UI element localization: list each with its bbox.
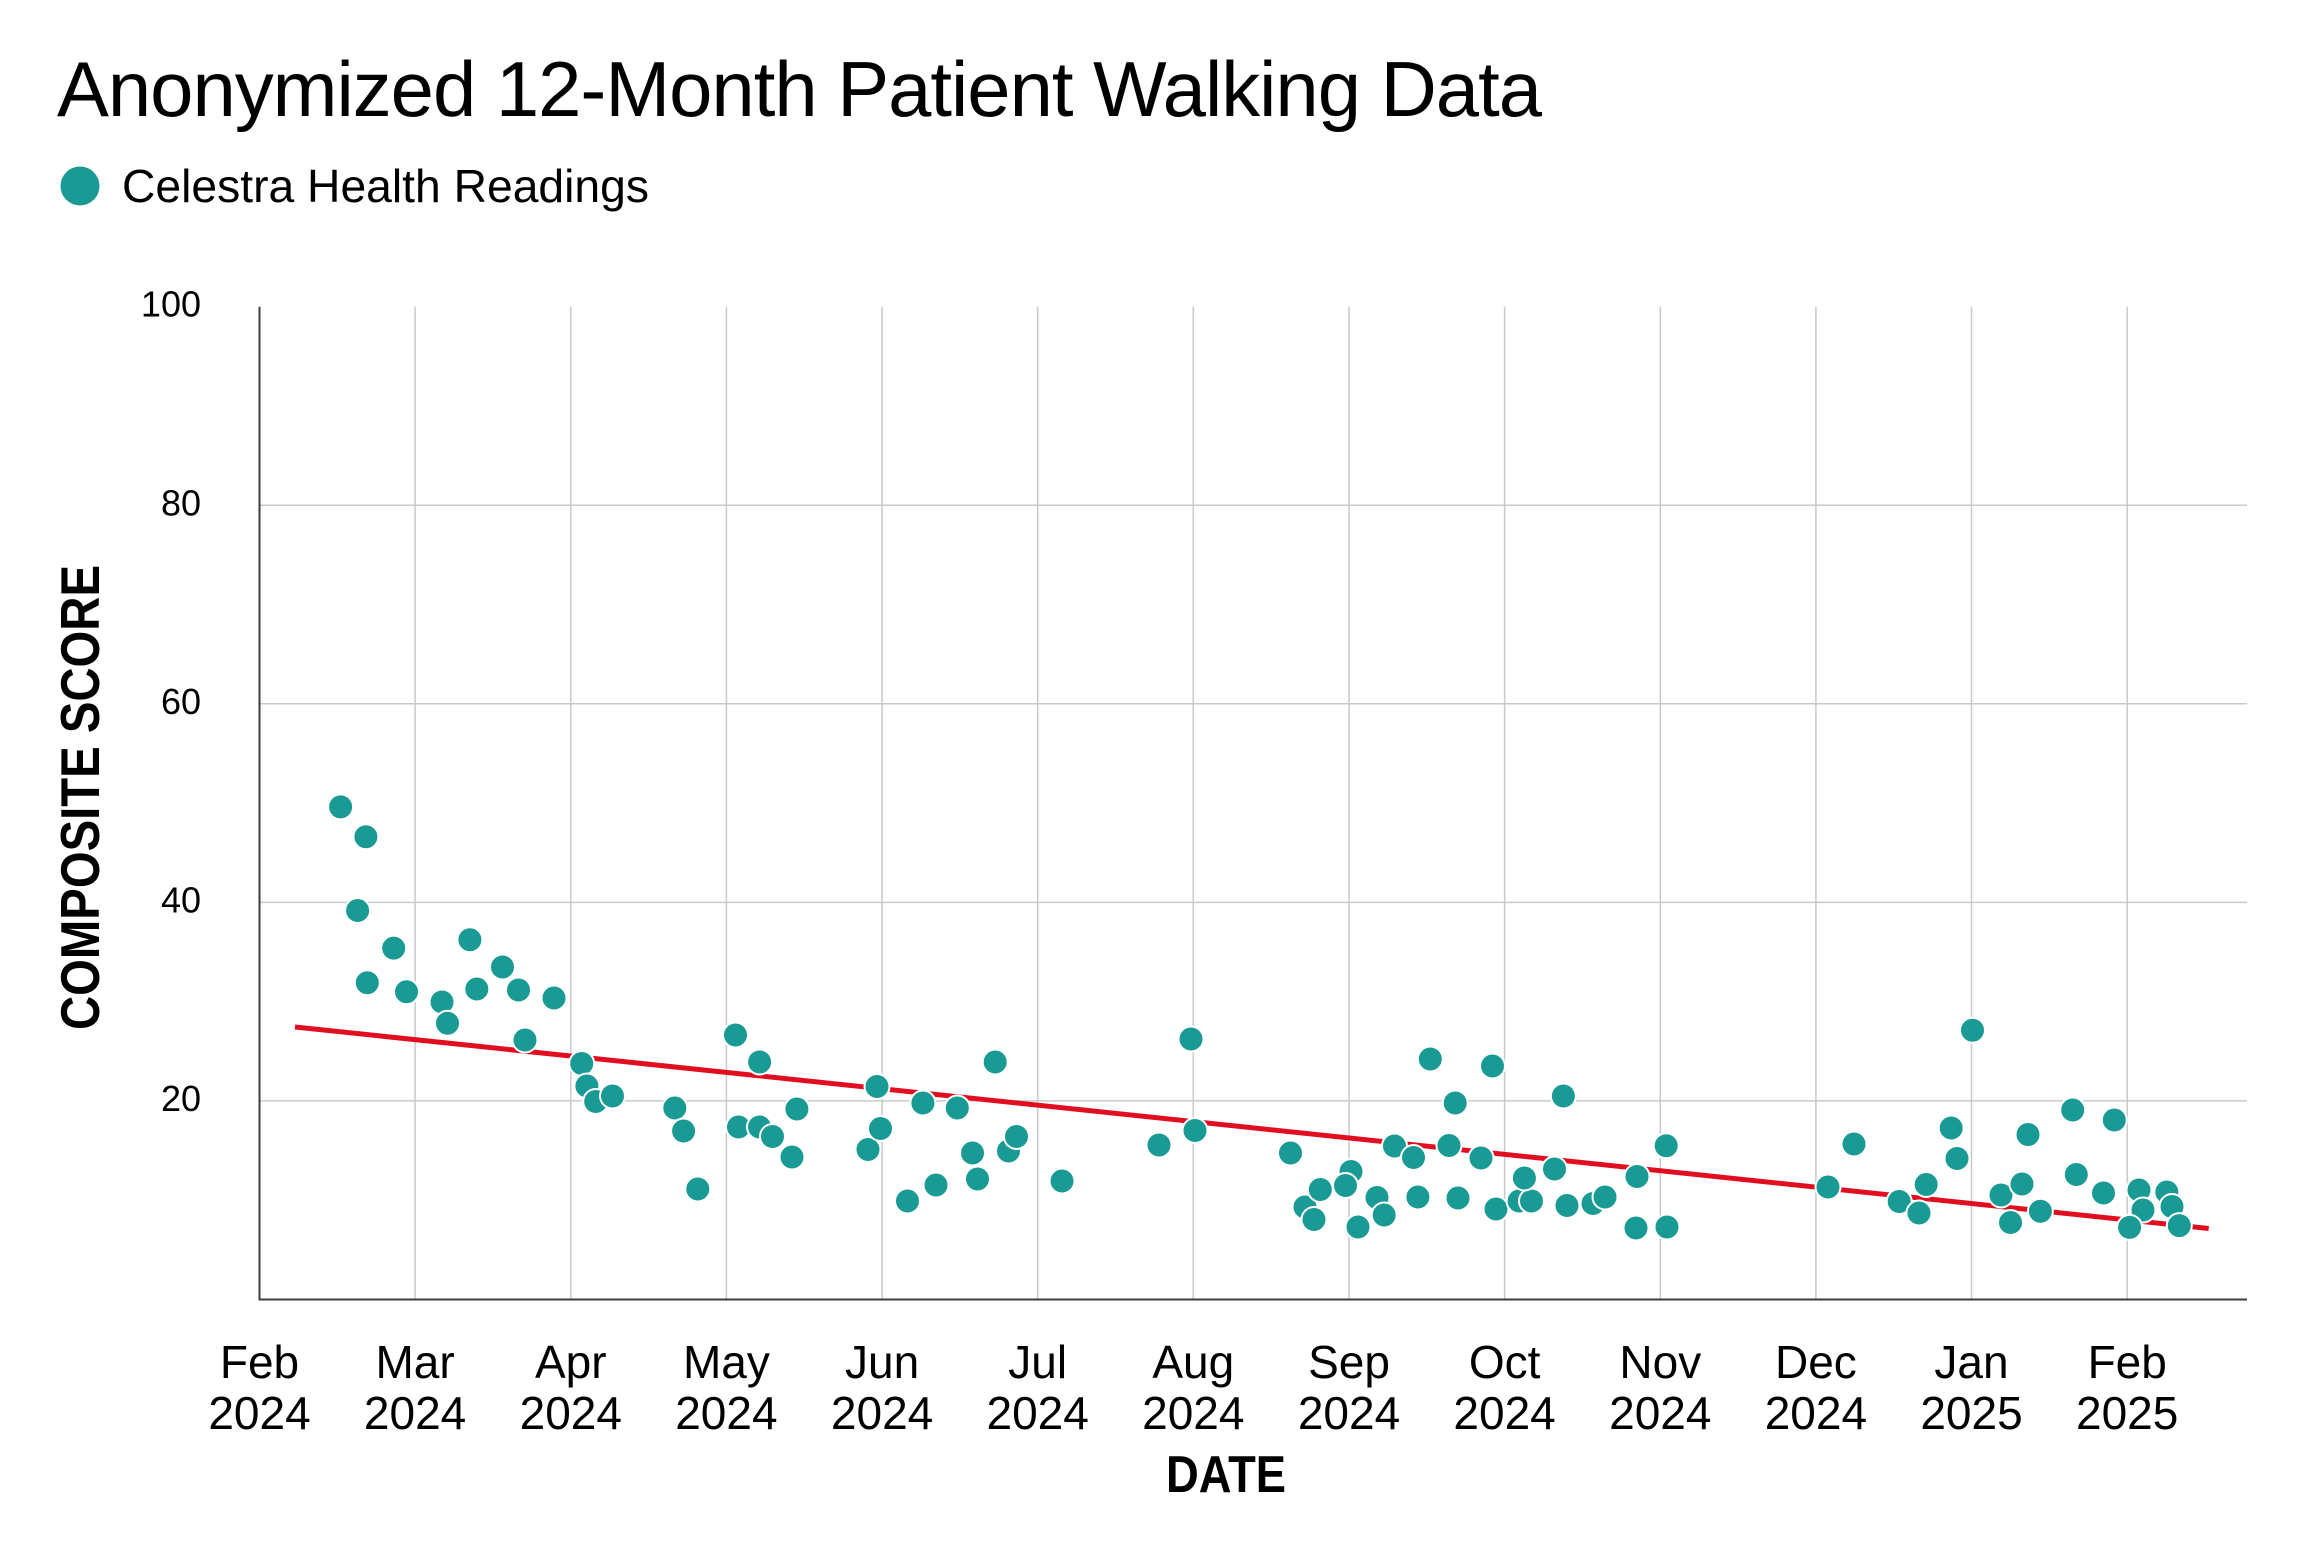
svg-text:Feb: Feb — [2088, 1336, 2167, 1388]
svg-text:40: 40 — [161, 879, 201, 920]
svg-text:Apr: Apr — [535, 1336, 607, 1388]
svg-text:2025: 2025 — [1920, 1387, 2022, 1439]
svg-text:Dec: Dec — [1775, 1336, 1857, 1388]
svg-text:80: 80 — [161, 482, 201, 523]
svg-text:2024: 2024 — [520, 1387, 622, 1439]
svg-text:2024: 2024 — [987, 1387, 1089, 1439]
svg-text:20: 20 — [161, 1078, 201, 1119]
svg-text:Feb: Feb — [220, 1336, 299, 1388]
svg-text:2024: 2024 — [1142, 1387, 1244, 1439]
svg-text:Jul: Jul — [1008, 1336, 1067, 1388]
svg-text:2024: 2024 — [1453, 1387, 1555, 1439]
svg-text:Oct: Oct — [1469, 1336, 1541, 1388]
svg-text:2024: 2024 — [1609, 1387, 1711, 1439]
svg-text:2024: 2024 — [1298, 1387, 1400, 1439]
svg-text:2024: 2024 — [208, 1387, 310, 1439]
svg-text:Jun: Jun — [845, 1336, 919, 1388]
svg-text:DATE: DATE — [1166, 1446, 1286, 1504]
svg-text:2024: 2024 — [831, 1387, 933, 1439]
svg-text:100: 100 — [141, 284, 201, 325]
svg-text:Jan: Jan — [1934, 1336, 2008, 1388]
svg-text:2024: 2024 — [675, 1387, 777, 1439]
svg-text:2024: 2024 — [364, 1387, 466, 1439]
svg-text:60: 60 — [161, 681, 201, 722]
svg-text:Mar: Mar — [375, 1336, 454, 1388]
svg-text:Aug: Aug — [1152, 1336, 1234, 1388]
svg-text:2025: 2025 — [2076, 1387, 2178, 1439]
svg-text:Sep: Sep — [1308, 1336, 1390, 1388]
svg-text:Anonymized 12-Month Patient Wa: Anonymized 12-Month Patient Walking Data — [57, 45, 1543, 133]
svg-text:Nov: Nov — [1619, 1336, 1701, 1388]
svg-text:2024: 2024 — [1765, 1387, 1867, 1439]
svg-text:Celestra Health Readings: Celestra Health Readings — [122, 160, 649, 212]
svg-text:COMPOSITE SCORE: COMPOSITE SCORE — [49, 565, 111, 1030]
svg-text:May: May — [683, 1336, 770, 1388]
